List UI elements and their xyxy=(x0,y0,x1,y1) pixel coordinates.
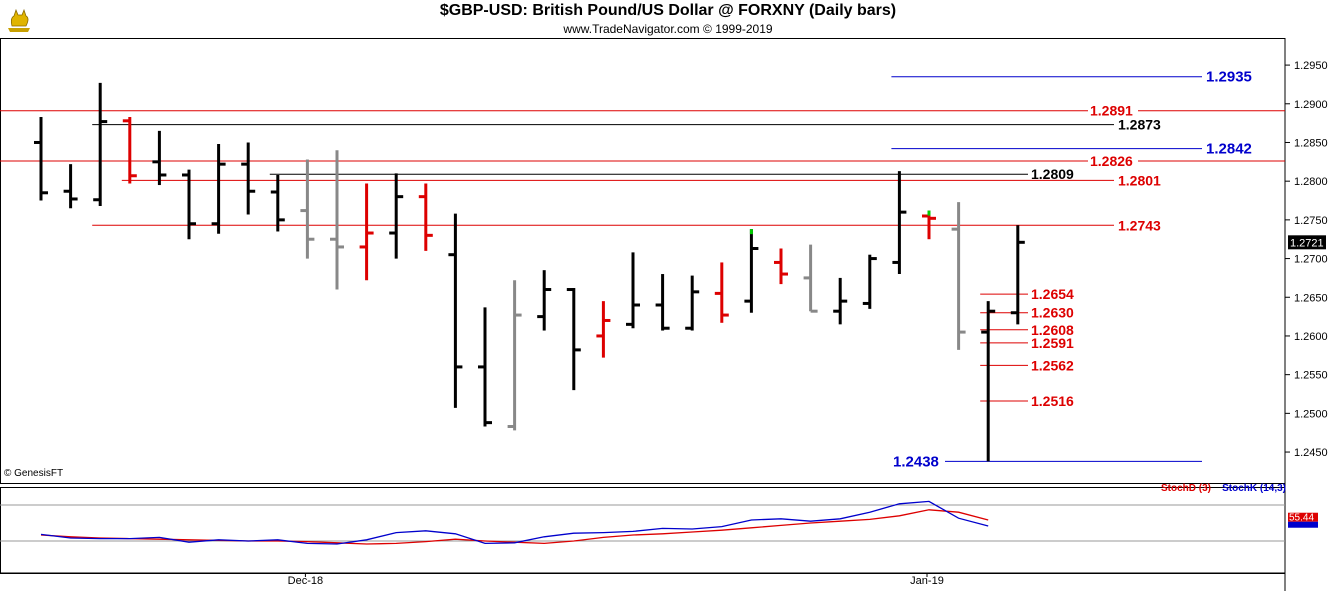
date-axis: Dec-18 Jan-19 xyxy=(288,573,944,587)
stoch-readout-label: 55.44 xyxy=(1289,513,1314,524)
price-tick-label: 1.2900 xyxy=(1294,99,1328,111)
price-tick-label: 1.2700 xyxy=(1294,254,1328,266)
ohlc-bar xyxy=(63,164,78,209)
ohlc-bar xyxy=(389,173,404,259)
ohlc-bar xyxy=(596,301,611,358)
price-tick-label: 1.2550 xyxy=(1294,370,1328,382)
stochd-legend-label: StochD (3) xyxy=(1160,483,1211,494)
level-label-1.2891: 1.2891 xyxy=(1090,103,1133,119)
stochastic-panel: 55.44 xyxy=(0,500,1318,545)
copyright-label: © GenesisFT xyxy=(4,468,64,479)
level-label-1.2654: 1.2654 xyxy=(1031,286,1074,302)
stochk-line xyxy=(40,500,989,545)
level-label-1.2591: 1.2591 xyxy=(1031,335,1074,351)
ohlc-bar xyxy=(122,116,137,184)
ohlc-bar xyxy=(359,183,374,281)
level-label-1.2743: 1.2743 xyxy=(1118,217,1161,233)
ohlc-bar xyxy=(241,142,256,215)
price-axis: 1.2950 1.2900 1.2850 1.2800 1.2750 1.2700 1.26… xyxy=(1285,60,1328,459)
ohlc-bar xyxy=(566,287,581,391)
chart-frame xyxy=(0,38,1286,591)
level-label-1.2630: 1.2630 xyxy=(1031,305,1074,321)
ohlc-bar xyxy=(211,144,226,234)
level-label-1.2562: 1.2562 xyxy=(1031,357,1074,373)
level-label-1.2826: 1.2826 xyxy=(1090,153,1133,169)
ohlc-bar xyxy=(744,229,759,313)
price-tick-label: 1.2850 xyxy=(1294,137,1328,149)
last-price-label: 1.2721 xyxy=(1290,237,1324,249)
price-tick-label: 1.2750 xyxy=(1294,215,1328,227)
stoch-readout-blue xyxy=(1288,521,1318,528)
ohlc-bar xyxy=(774,248,788,285)
last-price-tag xyxy=(1288,235,1326,250)
ohlc-bar xyxy=(981,301,996,462)
ohlc-bar xyxy=(833,277,848,325)
level-label-1.2801: 1.2801 xyxy=(1118,172,1161,188)
stoch-readout-red xyxy=(1288,512,1318,522)
date-tick-label: Jan-19 xyxy=(910,575,944,587)
ohlc-bar xyxy=(892,171,907,275)
price-tick-label: 1.2500 xyxy=(1294,408,1328,420)
ohlc-bars xyxy=(34,82,1025,462)
chart-title: $GBP-USD: British Pound/US Dollar @ FORX… xyxy=(439,2,897,19)
ohlc-bar xyxy=(448,213,463,408)
ohlc-bar xyxy=(34,116,48,201)
ohlc-bar xyxy=(537,270,552,331)
ohlc-bar xyxy=(330,150,344,290)
ohlc-bar xyxy=(714,262,729,323)
level-label-1.2608: 1.2608 xyxy=(1031,322,1074,338)
level-label-1.2516: 1.2516 xyxy=(1031,393,1074,409)
ohlc-bar xyxy=(300,159,315,259)
ohlc-bar xyxy=(862,254,877,309)
price-tick-label: 1.2600 xyxy=(1294,331,1328,343)
ohlc-bar xyxy=(1010,225,1025,325)
level-label-1.2873: 1.2873 xyxy=(1118,117,1161,133)
price-tick-label: 1.2450 xyxy=(1294,447,1328,459)
price-tick-label: 1.2650 xyxy=(1294,292,1328,304)
ohlc-bar xyxy=(507,280,522,431)
ohlc-bar xyxy=(803,244,818,313)
chart-subtitle: www.TradeNavigator.com © 1999-2019 xyxy=(563,22,773,36)
ohlc-bar xyxy=(655,274,670,331)
ohlc-bar xyxy=(182,169,196,240)
stochk-legend-label: StochK (14,3) xyxy=(1222,483,1286,494)
ohlc-bar xyxy=(418,183,433,251)
level-label-1.2809: 1.2809 xyxy=(1031,166,1074,182)
level-label-1.2438: 1.2438 xyxy=(893,453,939,470)
stochastic-legend: StochD (3) StochK (14,3) xyxy=(1161,483,1286,494)
gold-bull-logo-icon xyxy=(8,8,30,32)
ohlc-bar xyxy=(922,210,936,240)
level-label-bg xyxy=(1088,153,1138,170)
ohlc-bar xyxy=(951,202,966,350)
level-label-1.2842: 1.2842 xyxy=(1206,141,1252,158)
chart-header: $GBP-USD: British Pound/US Dollar @ FORX… xyxy=(0,0,1336,38)
price-tick-label: 1.2950 xyxy=(1294,60,1328,72)
date-tick-label: Dec-18 xyxy=(288,575,323,587)
ohlc-bar xyxy=(152,130,167,186)
ohlc-bar xyxy=(93,82,108,206)
ohlc-bar xyxy=(685,275,700,331)
level-label-1.2935: 1.2935 xyxy=(1206,69,1252,86)
ohlc-bar xyxy=(270,174,285,232)
price-tick-label: 1.2800 xyxy=(1294,176,1328,188)
ohlc-bar xyxy=(478,307,492,427)
ohlc-bar xyxy=(626,252,640,329)
level-label-bg xyxy=(1088,102,1138,119)
